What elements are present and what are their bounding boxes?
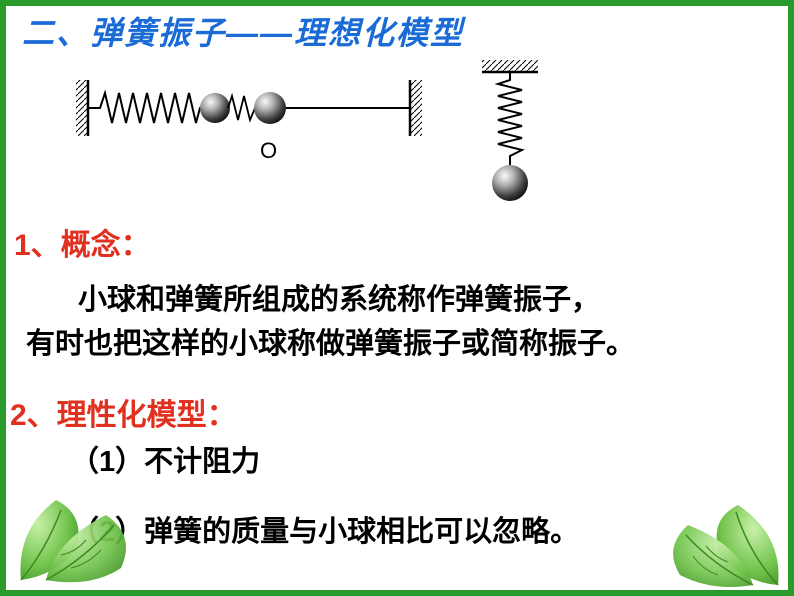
model-item-2: （2）弹簧的质量与小球相比可以忽略。 [70, 510, 579, 555]
leaf-decoration-bottom-right [668, 490, 788, 590]
heading-concept: 1、概念： [14, 220, 151, 264]
model-item-1: （1）不计阻力 [70, 440, 260, 485]
spring-diagram: O [60, 58, 740, 198]
concept-text-line1: 小球和弹簧所组成的系统称作弹簧振子， [20, 278, 780, 323]
leaf-decoration-bottom-left [6, 480, 146, 590]
heading-model: 2、理性化模型： [10, 390, 237, 434]
vertical-spring-mass [482, 60, 538, 201]
concept-text-line2: 有时也把这样的小球称做弹簧振子或简称振子。 [26, 322, 786, 367]
origin-label: O [260, 138, 277, 163]
horizontal-spring-mass: O [76, 80, 422, 163]
slide-title: 二、弹簧振子——理想化模型 [22, 8, 464, 54]
